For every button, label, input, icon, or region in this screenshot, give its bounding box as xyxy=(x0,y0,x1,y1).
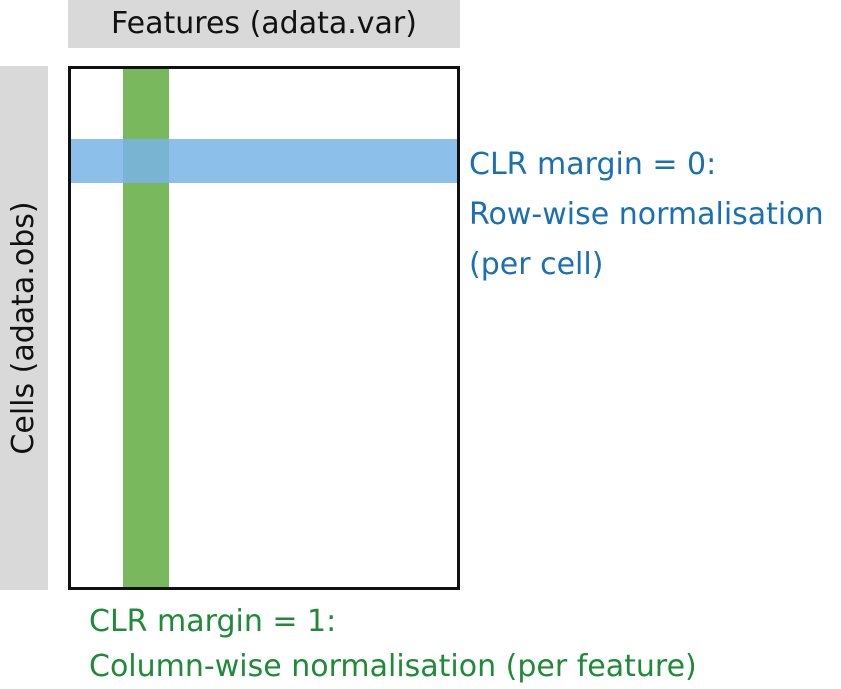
row-highlight-band xyxy=(71,139,457,183)
features-label: Features (adata.var) xyxy=(111,6,417,41)
row-note-line-3: (per cell) xyxy=(469,247,604,282)
row-note-line-1: CLR margin = 0: xyxy=(469,147,717,182)
column-note-line-1: CLR margin = 1: xyxy=(89,604,337,639)
column-note-line-2: Column-wise normalisation (per feature) xyxy=(89,649,697,684)
data-matrix xyxy=(68,66,460,590)
row-note-line-2: Row-wise normalisation xyxy=(469,197,824,232)
column-normalisation-note: CLR margin = 1: Column-wise normalisatio… xyxy=(89,599,739,689)
features-header: Features (adata.var) xyxy=(68,0,460,48)
cells-side-label-box xyxy=(0,66,48,590)
row-normalisation-note: CLR margin = 0: Row-wise normalisation (… xyxy=(469,140,834,290)
cells-label: Cells (adata.obs) xyxy=(6,201,41,455)
